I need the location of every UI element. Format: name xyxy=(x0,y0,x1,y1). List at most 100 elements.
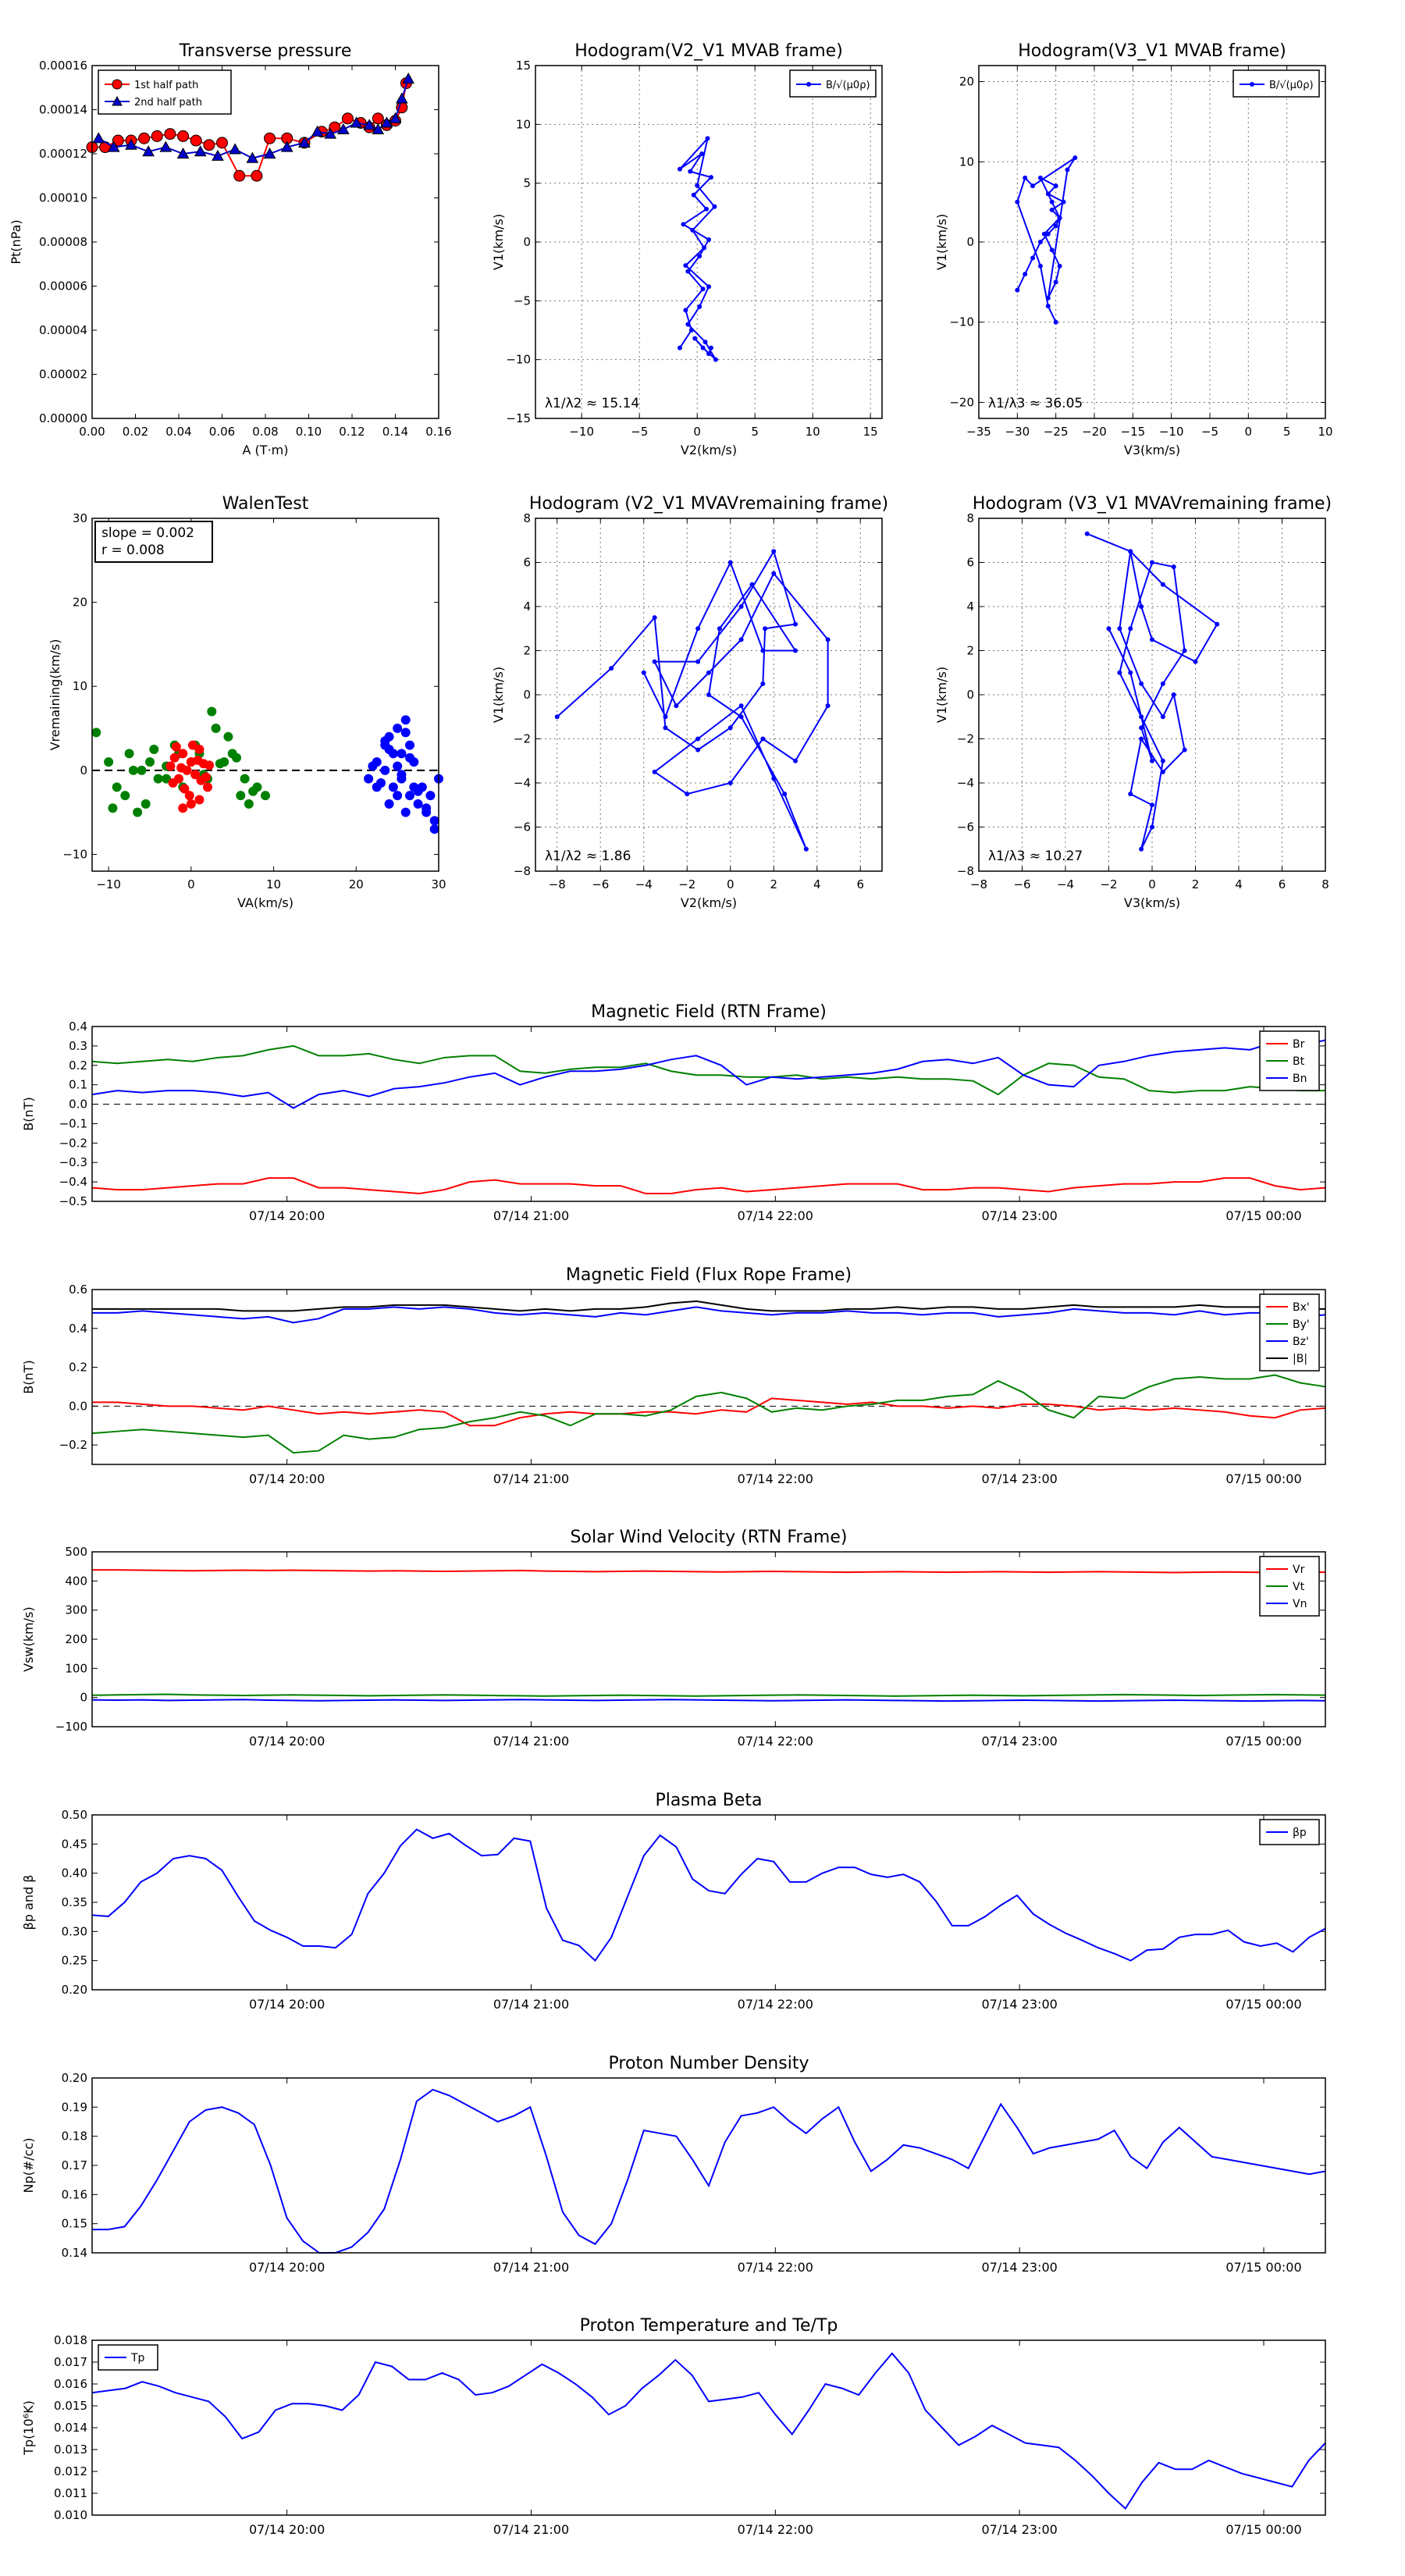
data-point xyxy=(1072,155,1078,161)
data-point xyxy=(695,183,700,188)
data-point xyxy=(350,116,363,128)
data-point xyxy=(397,749,407,759)
data-point xyxy=(142,145,155,157)
x-tick-label: −8 xyxy=(970,877,987,891)
x-tick-label: 4 xyxy=(813,877,821,891)
x-tick-label: 07/14 22:00 xyxy=(738,2522,813,2537)
legend-label: Br xyxy=(1293,1038,1305,1051)
data-point xyxy=(700,286,706,292)
data-point xyxy=(683,308,688,313)
data-point xyxy=(196,775,206,785)
x-tick-label: 07/14 21:00 xyxy=(493,1208,569,1223)
x-tick-label: −4 xyxy=(635,877,653,891)
data-point xyxy=(1139,714,1144,720)
data-point xyxy=(397,770,407,780)
x-tick-label: −4 xyxy=(1057,877,1074,891)
data-point xyxy=(1160,769,1165,774)
legend-label: Bx' xyxy=(1293,1301,1310,1314)
x-tick-label: 0.12 xyxy=(339,425,365,439)
plot-frame xyxy=(978,518,1326,872)
y-tick-label: 2 xyxy=(523,644,531,658)
ratio-annotation: λ1/λ2 ≈ 15.14 xyxy=(545,396,639,411)
x-tick-label: 0 xyxy=(187,877,195,891)
y-tick-label: 0.010 xyxy=(54,2508,87,2522)
data-point xyxy=(153,774,163,784)
chart-title: Hodogram(V2_V1 MVAB frame) xyxy=(574,41,843,61)
data-point xyxy=(695,659,701,664)
x-tick-label: −6 xyxy=(1013,877,1030,891)
x-tick-label: 0.16 xyxy=(425,425,451,439)
data-point xyxy=(692,336,698,341)
data-point xyxy=(1057,215,1062,221)
y-tick-label: −0.1 xyxy=(59,1116,87,1130)
y-axis-label: Vsw(km/s) xyxy=(21,1606,36,1671)
y-tick-label: 10 xyxy=(516,117,531,131)
data-point xyxy=(137,765,147,775)
data-point xyxy=(402,72,414,84)
series-line-2 xyxy=(91,1039,1326,1109)
data-point xyxy=(1030,183,1036,189)
y-tick-label: 100 xyxy=(65,1661,87,1675)
x-tick-label: −2 xyxy=(1100,877,1117,891)
data-point xyxy=(380,116,393,128)
x-tick-label: 0 xyxy=(727,877,735,891)
data-point xyxy=(400,728,411,738)
y-tick-label: 0.50 xyxy=(62,1808,87,1822)
x-tick-label: 07/14 21:00 xyxy=(493,1471,569,1486)
y-tick-label: 500 xyxy=(65,1545,87,1559)
data-point xyxy=(763,626,768,632)
data-point xyxy=(1193,659,1198,664)
y-tick-label: 0.16 xyxy=(62,2187,87,2201)
plot-frame xyxy=(978,65,1326,419)
x-tick-label: 07/14 20:00 xyxy=(249,1208,325,1223)
data-point xyxy=(393,791,403,801)
x-tick-label: 10 xyxy=(806,425,820,439)
data-point xyxy=(708,345,713,350)
data-point xyxy=(683,263,688,269)
data-point xyxy=(413,786,423,796)
data-point xyxy=(1049,207,1055,212)
y-tick-label: 0 xyxy=(966,235,974,249)
y-axis-label: βp and β xyxy=(21,1875,36,1930)
plot-frame xyxy=(535,518,883,872)
data-point xyxy=(215,759,225,769)
data-point xyxy=(695,736,701,742)
x-axis-label: A (T·m) xyxy=(243,443,289,457)
data-point xyxy=(186,799,196,809)
data-point xyxy=(194,145,207,157)
data-point xyxy=(203,139,215,151)
ratio-annotation: λ1/λ2 ≈ 1.86 xyxy=(545,849,631,864)
data-point xyxy=(681,222,686,227)
data-point xyxy=(688,328,694,333)
y-axis-label: V1(km/s) xyxy=(491,667,506,723)
data-point xyxy=(240,774,250,784)
x-tick-label: 0 xyxy=(1148,877,1156,891)
y-tick-label: 0 xyxy=(523,235,531,249)
chart-proton_temperature: 07/14 20:00 07/14 21:00 07/14 22:00 07/14 2… xyxy=(21,2316,1326,2537)
series-line-0 xyxy=(92,2088,1326,2254)
data-point xyxy=(1057,263,1062,269)
data-point xyxy=(233,169,246,182)
data-point xyxy=(704,206,710,212)
y-tick-label: 0.00014 xyxy=(39,103,87,117)
x-tick-label: −2 xyxy=(678,877,695,891)
data-point xyxy=(223,731,233,742)
y-tick-label: −4 xyxy=(957,776,974,790)
data-point xyxy=(691,192,696,197)
data-point xyxy=(165,761,176,771)
data-point xyxy=(128,765,138,775)
y-tick-label: 20 xyxy=(73,596,87,610)
data-point xyxy=(1160,714,1165,720)
data-point xyxy=(1139,681,1144,686)
data-point xyxy=(372,123,385,135)
data-point xyxy=(393,761,403,771)
data-point xyxy=(712,204,717,209)
y-tick-label: 0.00002 xyxy=(39,368,87,382)
x-tick-label: 0.08 xyxy=(252,425,278,439)
x-tick-label: 5 xyxy=(751,425,759,439)
y-tick-label: 0.2 xyxy=(69,1059,87,1073)
data-point xyxy=(388,782,398,792)
data-point xyxy=(685,792,690,797)
